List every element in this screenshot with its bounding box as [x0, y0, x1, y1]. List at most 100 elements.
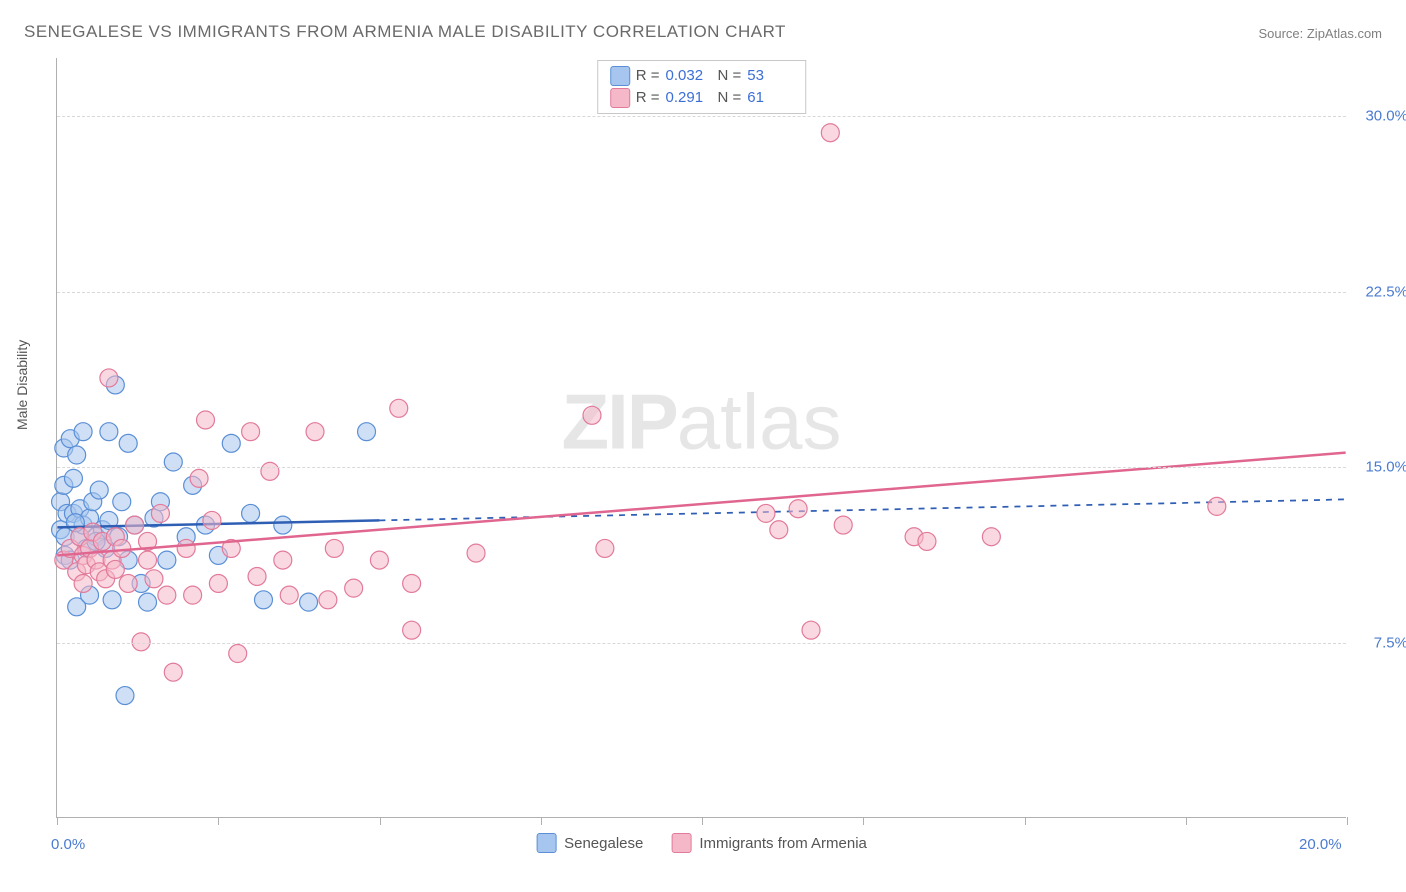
data-point: [190, 469, 208, 487]
x-tick: [702, 817, 703, 825]
data-point: [197, 411, 215, 429]
data-point: [770, 521, 788, 539]
data-point: [126, 516, 144, 534]
data-point: [358, 423, 376, 441]
data-point: [274, 516, 292, 534]
data-point: [158, 586, 176, 604]
legend-item-armenia: Immigrants from Armenia: [671, 833, 867, 853]
data-point: [68, 446, 86, 464]
data-point: [74, 423, 92, 441]
data-point: [151, 504, 169, 522]
data-point: [113, 539, 131, 557]
n-label-0: N =: [718, 65, 742, 87]
data-point: [242, 504, 260, 522]
y-tick-label: 15.0%: [1365, 459, 1406, 476]
r-value-1: 0.291: [666, 87, 712, 109]
data-point: [64, 469, 82, 487]
y-tick-label: 22.5%: [1365, 283, 1406, 300]
data-point: [222, 434, 240, 452]
data-point: [177, 539, 195, 557]
legend-label-senegalese: Senegalese: [564, 835, 643, 852]
data-point: [390, 399, 408, 417]
data-point: [306, 423, 324, 441]
data-point: [1208, 497, 1226, 515]
scatter-svg: [57, 58, 1346, 817]
x-tick: [57, 817, 58, 825]
data-point: [254, 591, 272, 609]
legend-label-armenia: Immigrants from Armenia: [699, 835, 867, 852]
data-point: [467, 544, 485, 562]
data-point: [229, 645, 247, 663]
data-point: [139, 551, 157, 569]
data-point: [116, 687, 134, 705]
y-axis-label: Male Disability: [14, 340, 30, 430]
data-point: [261, 462, 279, 480]
x-tick: [1347, 817, 1348, 825]
data-point: [345, 579, 363, 597]
data-point: [325, 539, 343, 557]
data-point: [982, 528, 1000, 546]
data-point: [403, 574, 421, 592]
data-point: [596, 539, 614, 557]
data-point: [280, 586, 298, 604]
data-point: [103, 591, 121, 609]
data-point: [164, 453, 182, 471]
chart-title: SENEGALESE VS IMMIGRANTS FROM ARMENIA MA…: [24, 22, 786, 42]
data-point: [184, 586, 202, 604]
y-tick-label: 7.5%: [1374, 634, 1406, 651]
data-point: [113, 493, 131, 511]
correlation-legend: R = 0.032 N = 53 R = 0.291 N = 61: [597, 60, 807, 114]
data-point: [757, 504, 775, 522]
x-tick: [541, 817, 542, 825]
data-point: [145, 570, 163, 588]
legend-item-senegalese: Senegalese: [536, 833, 643, 853]
data-point: [90, 481, 108, 499]
n-value-1: 61: [747, 87, 793, 109]
source-attribution: Source: ZipAtlas.com: [1258, 26, 1382, 41]
data-point: [802, 621, 820, 639]
gridline: [57, 116, 1346, 117]
x-tick-label: 20.0%: [1299, 836, 1342, 853]
data-point: [834, 516, 852, 534]
n-value-0: 53: [747, 65, 793, 87]
data-point: [370, 551, 388, 569]
x-tick: [1025, 817, 1026, 825]
r-label-0: R =: [636, 65, 660, 87]
data-point: [100, 369, 118, 387]
data-point: [164, 663, 182, 681]
swatch-armenia: [610, 88, 630, 108]
x-tick: [863, 817, 864, 825]
r-value-0: 0.032: [666, 65, 712, 87]
swatch-bottom-senegalese: [536, 833, 556, 853]
data-point: [119, 434, 137, 452]
data-point: [74, 574, 92, 592]
gridline: [57, 467, 1346, 468]
gridline: [57, 292, 1346, 293]
n-label-1: N =: [718, 87, 742, 109]
data-point: [319, 591, 337, 609]
y-tick-label: 30.0%: [1365, 108, 1406, 125]
data-point: [100, 423, 118, 441]
x-tick-label: 0.0%: [51, 836, 85, 853]
data-point: [158, 551, 176, 569]
x-tick: [380, 817, 381, 825]
r-label-1: R =: [636, 87, 660, 109]
data-point: [139, 593, 157, 611]
data-point: [209, 574, 227, 592]
data-point: [403, 621, 421, 639]
data-point: [821, 124, 839, 142]
data-point: [583, 406, 601, 424]
data-point: [789, 500, 807, 518]
swatch-bottom-armenia: [671, 833, 691, 853]
data-point: [119, 574, 137, 592]
legend-row-armenia: R = 0.291 N = 61: [610, 87, 794, 109]
data-point: [242, 423, 260, 441]
x-tick: [1186, 817, 1187, 825]
plot-area: ZIPatlas R = 0.032 N = 53 R = 0.291 N = …: [56, 58, 1346, 818]
gridline: [57, 643, 1346, 644]
data-point: [918, 532, 936, 550]
data-point: [274, 551, 292, 569]
swatch-senegalese: [610, 66, 630, 86]
legend-row-senegalese: R = 0.032 N = 53: [610, 65, 794, 87]
data-point: [203, 511, 221, 529]
